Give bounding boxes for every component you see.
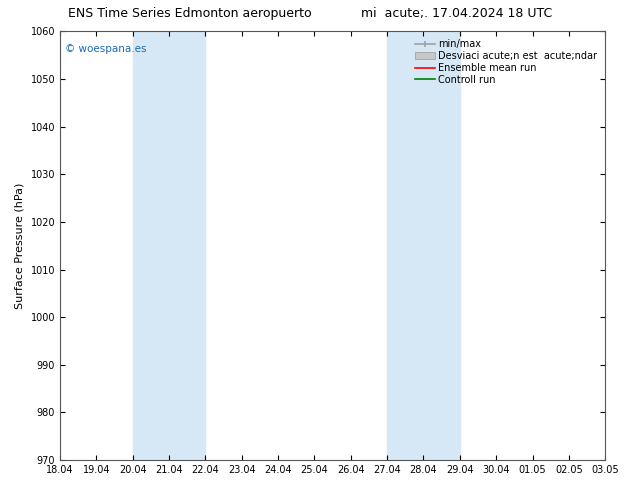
Text: ENS Time Series Edmonton aeropuerto: ENS Time Series Edmonton aeropuerto [68,7,312,21]
Bar [387,31,460,460]
Y-axis label: Surface Pressure (hPa): Surface Pressure (hPa) [15,182,25,309]
Bar [133,31,205,460]
Text: © woespana.es: © woespana.es [65,44,147,54]
Text: mi  acute;. 17.04.2024 18 UTC: mi acute;. 17.04.2024 18 UTC [361,7,552,21]
Legend: min/max, Desviaci acute;n est  acute;ndar, Ensemble mean run, Controll run: min/max, Desviaci acute;n est acute;ndar… [412,36,600,88]
